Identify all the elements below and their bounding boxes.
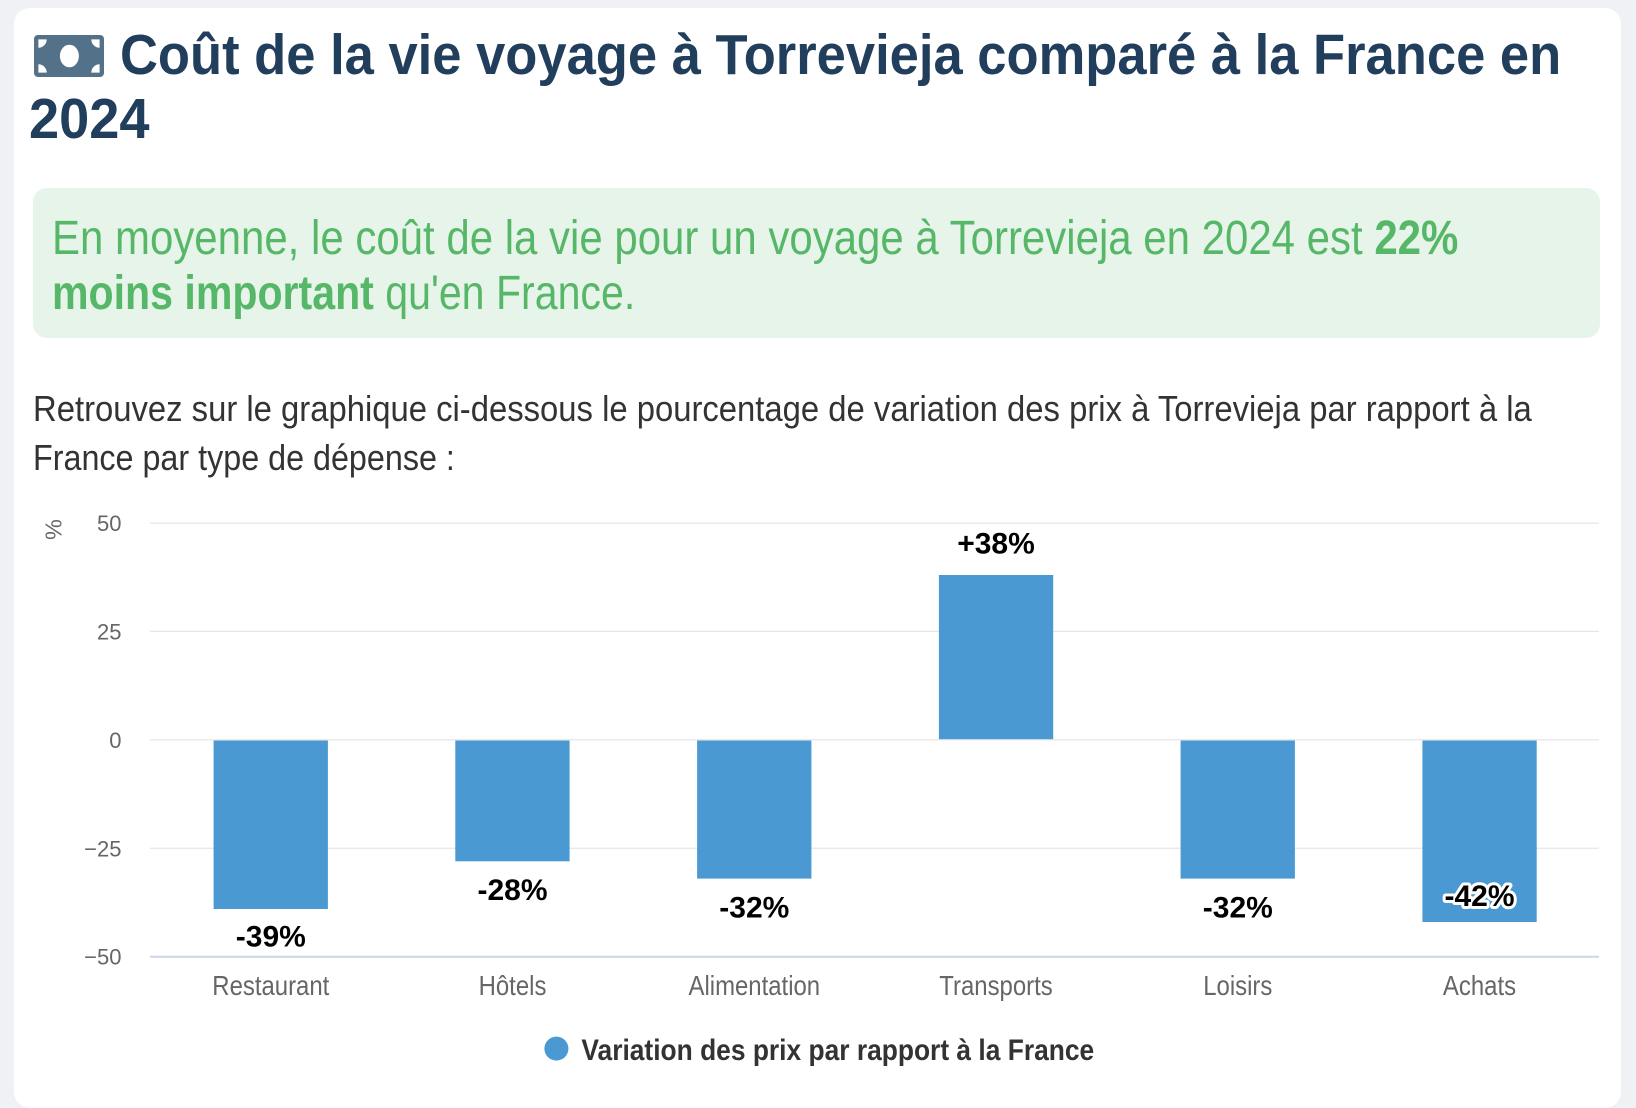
- svg-text:Achats: Achats: [1443, 971, 1516, 1001]
- svg-text:Transports: Transports: [939, 971, 1052, 1001]
- svg-text:-32%: -32%: [1203, 892, 1273, 925]
- svg-text:%: %: [41, 519, 67, 540]
- svg-text:-39%: -39%: [236, 921, 306, 954]
- svg-text:-32%: -32%: [719, 892, 789, 925]
- svg-text:-42%: -42%: [1444, 880, 1514, 913]
- svg-text:50: 50: [97, 511, 121, 536]
- svg-text:0: 0: [109, 728, 121, 753]
- svg-text:Hôtels: Hôtels: [479, 971, 547, 1001]
- svg-text:−25: −25: [84, 836, 121, 861]
- svg-text:−50: −50: [84, 945, 121, 970]
- svg-text:Alimentation: Alimentation: [688, 971, 820, 1001]
- svg-text:25: 25: [97, 619, 121, 644]
- svg-text:-28%: -28%: [477, 874, 547, 907]
- svg-text:Restaurant: Restaurant: [212, 971, 329, 1001]
- svg-text:+38%: +38%: [957, 527, 1035, 560]
- svg-text:Variation des prix par rapport: Variation des prix par rapport à la Fran…: [581, 1032, 1094, 1066]
- svg-text:Loisirs: Loisirs: [1203, 971, 1272, 1001]
